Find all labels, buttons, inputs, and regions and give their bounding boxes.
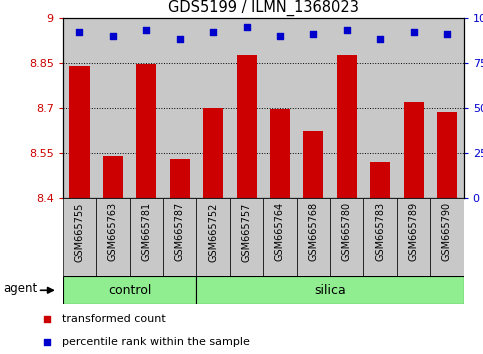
Bar <box>364 18 397 198</box>
Text: GSM665783: GSM665783 <box>375 202 385 261</box>
Point <box>43 316 51 321</box>
Bar <box>203 108 223 198</box>
Bar <box>364 198 397 276</box>
Bar <box>63 276 197 304</box>
Text: percentile rank within the sample: percentile rank within the sample <box>62 337 250 347</box>
Text: GSM665787: GSM665787 <box>175 202 185 261</box>
Text: GSM665790: GSM665790 <box>442 202 452 261</box>
Bar <box>230 198 263 276</box>
Bar <box>197 276 464 304</box>
Bar <box>129 18 163 198</box>
Text: GSM665755: GSM665755 <box>74 202 85 262</box>
Text: transformed count: transformed count <box>62 314 166 324</box>
Point <box>142 28 150 33</box>
Text: GSM665780: GSM665780 <box>342 202 352 261</box>
Point <box>176 36 184 42</box>
Point <box>43 339 51 345</box>
Point <box>276 33 284 39</box>
Bar <box>337 55 357 198</box>
Bar <box>163 198 197 276</box>
Text: GSM665764: GSM665764 <box>275 202 285 261</box>
Text: control: control <box>108 284 151 297</box>
Bar <box>136 64 156 198</box>
Bar <box>263 18 297 198</box>
Point <box>76 29 84 35</box>
Bar <box>297 18 330 198</box>
Bar <box>197 18 230 198</box>
Text: GSM665752: GSM665752 <box>208 202 218 262</box>
Bar <box>63 198 96 276</box>
Point <box>376 36 384 42</box>
Bar <box>237 55 256 198</box>
Bar <box>430 18 464 198</box>
Point <box>209 29 217 35</box>
Bar <box>197 198 230 276</box>
Bar <box>63 18 96 198</box>
Text: GSM665789: GSM665789 <box>409 202 419 261</box>
Bar <box>230 18 263 198</box>
Bar <box>330 18 364 198</box>
Point <box>310 31 317 37</box>
Bar <box>103 156 123 198</box>
Point <box>242 24 250 29</box>
Text: GSM665768: GSM665768 <box>308 202 318 261</box>
Bar <box>397 18 430 198</box>
Point <box>410 29 417 35</box>
Bar <box>129 198 163 276</box>
Bar <box>270 109 290 198</box>
Text: GSM665763: GSM665763 <box>108 202 118 261</box>
Bar <box>437 113 457 198</box>
Bar <box>297 198 330 276</box>
Bar <box>96 18 129 198</box>
Bar <box>70 66 89 198</box>
Point <box>343 28 351 33</box>
Bar <box>96 198 129 276</box>
Bar <box>370 162 390 198</box>
Bar <box>397 198 430 276</box>
Bar <box>403 102 424 198</box>
Title: GDS5199 / ILMN_1368023: GDS5199 / ILMN_1368023 <box>168 0 359 16</box>
Bar <box>303 131 324 198</box>
Bar <box>263 198 297 276</box>
Text: GSM665781: GSM665781 <box>142 202 151 261</box>
Bar <box>430 198 464 276</box>
Bar <box>170 159 190 198</box>
Bar <box>330 198 364 276</box>
Text: GSM665757: GSM665757 <box>242 202 252 262</box>
Point <box>109 33 117 39</box>
Text: agent: agent <box>3 282 37 295</box>
Bar <box>163 18 197 198</box>
Text: silica: silica <box>314 284 346 297</box>
Point <box>443 31 451 37</box>
